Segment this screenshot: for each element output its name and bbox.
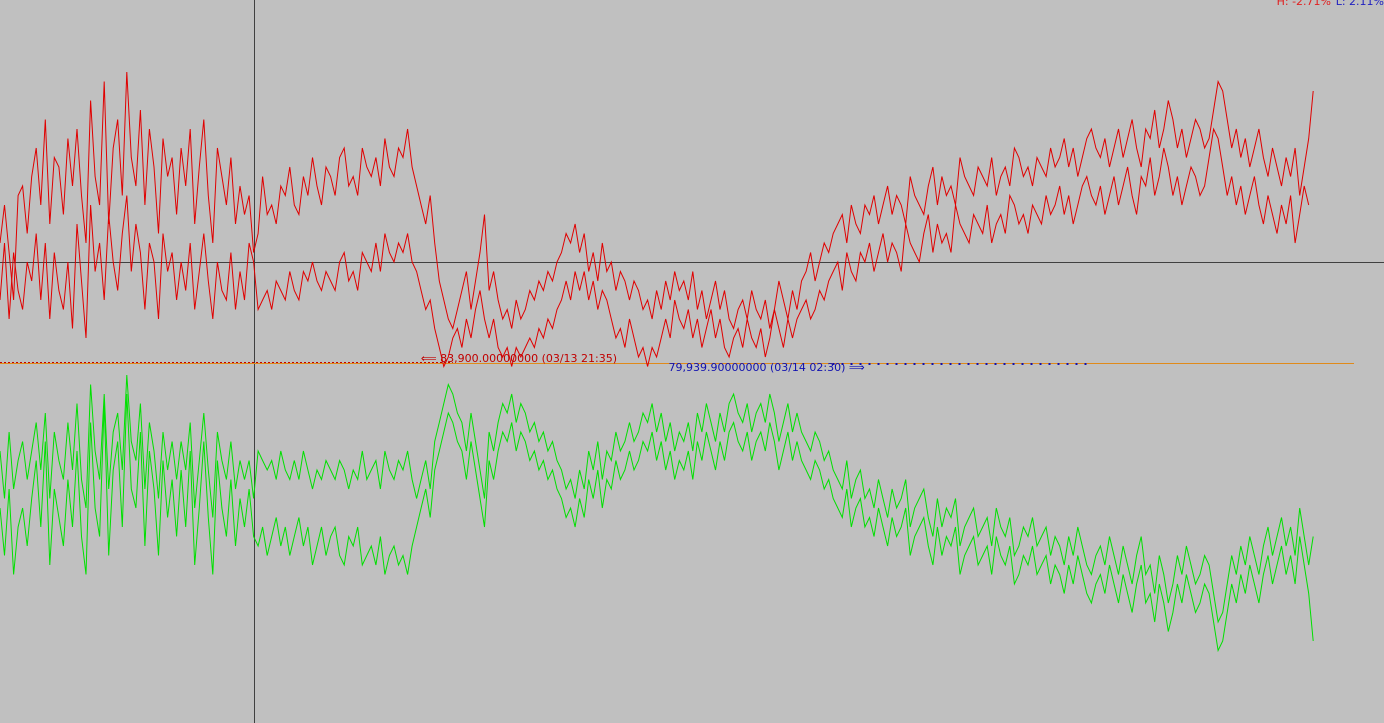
low-segment-dot xyxy=(1030,363,1033,365)
series-layer xyxy=(0,71,1314,653)
low-segment-dot xyxy=(1084,363,1087,365)
low-segment-dot xyxy=(976,363,979,365)
low-segment-dot xyxy=(922,363,925,365)
low-segment-dot xyxy=(886,363,889,365)
upper-series-line-2 xyxy=(0,127,1310,369)
low-segment-dot xyxy=(949,363,952,365)
low-segment-dot xyxy=(967,363,970,365)
upper-series-line-1 xyxy=(0,71,1314,331)
low-segment-dot xyxy=(985,363,988,365)
low-segment-dot xyxy=(1057,363,1060,365)
low-segment-dot xyxy=(1075,363,1078,365)
low-percent-stat: L: 2.11% xyxy=(1335,0,1384,8)
low-segment-dot xyxy=(958,363,961,365)
low-segment-dot xyxy=(1048,363,1051,365)
low-segment-dot xyxy=(832,363,835,365)
low-segment-dot xyxy=(994,363,997,365)
low-segment-dot xyxy=(850,363,853,365)
low-segment-dot xyxy=(1012,363,1015,365)
low-segment-dot xyxy=(1021,363,1024,365)
low-segment-dot xyxy=(841,363,844,365)
low-segment-dot xyxy=(931,363,934,365)
high-price-label: ⟸ 83,900.00000000 (03/13 21:35) xyxy=(421,352,617,365)
low-segment-dot xyxy=(913,363,916,365)
low-segment-dot xyxy=(895,363,898,365)
low-segment-dot xyxy=(1039,363,1042,365)
low-segment-dot xyxy=(1066,363,1069,365)
low-segment-dot xyxy=(868,363,871,365)
high-percent-stat: H: -2.71% xyxy=(1276,0,1331,8)
lower-series-line-2 xyxy=(0,374,1314,624)
low-segment-dots xyxy=(832,363,1087,365)
low-price-label: 79,939.90000000 (03/14 02:30) ⟹ xyxy=(668,361,864,374)
low-segment-dot xyxy=(1003,363,1006,365)
low-segment-dot xyxy=(904,363,907,365)
low-segment-dot xyxy=(859,363,862,365)
low-segment-dot xyxy=(877,363,880,365)
lower-series-line-1 xyxy=(0,393,1314,653)
low-segment-dot xyxy=(940,363,943,365)
